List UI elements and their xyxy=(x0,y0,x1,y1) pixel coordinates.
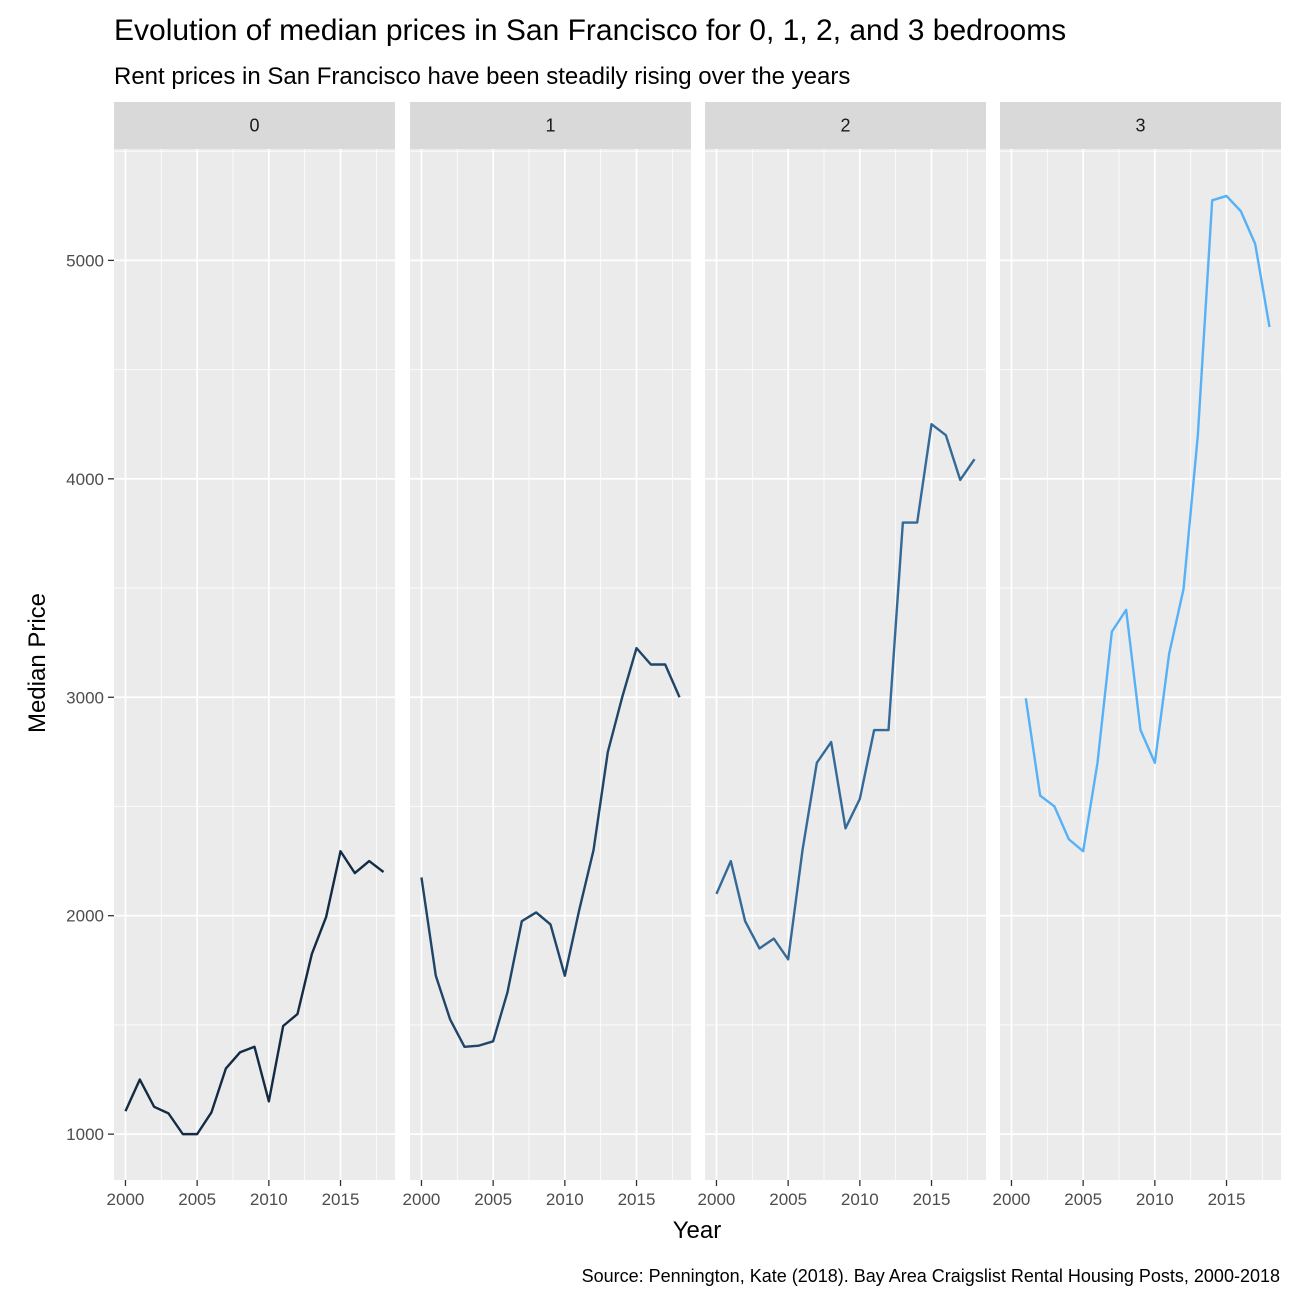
y-axis: 1000 2000 3000 4000 5000 xyxy=(66,251,114,1144)
x-tick-label: 2015 xyxy=(322,1190,360,1209)
facet-strip-label: 1 xyxy=(545,116,555,136)
x-tick-label: 2005 xyxy=(769,1190,807,1209)
chart-title: Evolution of median prices in San Franci… xyxy=(114,14,1066,47)
x-tick-label: 2015 xyxy=(618,1190,656,1209)
panel-background xyxy=(705,149,986,1180)
y-tick-label: 3000 xyxy=(66,688,104,707)
facet-panel-0: 0 2000 2005 2010 2015 xyxy=(107,102,395,1209)
facet-panel-3: 3 2000 2005 2010 2015 xyxy=(993,102,1281,1209)
y-tick-label: 1000 xyxy=(66,1125,104,1144)
x-tick-label: 2000 xyxy=(403,1190,441,1209)
x-tick-label: 2010 xyxy=(546,1190,584,1209)
panel-background xyxy=(410,149,691,1180)
facet-strip-label: 2 xyxy=(840,116,850,136)
x-tick-label: 2005 xyxy=(474,1190,512,1209)
panel-background xyxy=(1000,149,1281,1180)
x-tick-label: 2000 xyxy=(107,1190,145,1209)
facet-strip xyxy=(114,102,395,149)
chart-subtitle: Rent prices in San Francisco have been s… xyxy=(114,63,850,90)
x-tick-label: 2010 xyxy=(1136,1190,1174,1209)
x-tick-label: 2015 xyxy=(913,1190,951,1209)
x-tick-label: 2010 xyxy=(250,1190,288,1209)
facet-strip-label: 0 xyxy=(249,116,259,136)
x-tick-label: 2005 xyxy=(178,1190,216,1209)
y-tick-label: 5000 xyxy=(66,251,104,270)
series-line-0-bedrooms xyxy=(124,850,385,1136)
series-line-3-bedrooms xyxy=(1024,194,1271,853)
chart-caption: Source: Pennington, Kate (2018). Bay Are… xyxy=(582,1266,1280,1286)
panel-background xyxy=(114,149,395,1180)
x-tick-label: 2000 xyxy=(698,1190,736,1209)
facet-panel-2: 2 2000 2005 2010 2015 xyxy=(698,102,986,1209)
x-tick-label: 2000 xyxy=(993,1190,1031,1209)
facet-strip xyxy=(410,102,691,149)
y-axis-title: Median Price xyxy=(24,593,51,733)
facet-panel-1: 1 2000 2005 2010 2015 xyxy=(403,102,691,1209)
series-line-2-bedrooms xyxy=(715,423,976,961)
facet-strip-label: 3 xyxy=(1135,116,1145,136)
x-tick-label: 2005 xyxy=(1064,1190,1102,1209)
y-tick-label: 2000 xyxy=(66,907,104,926)
series-line-1-bedrooms xyxy=(420,646,681,1048)
x-axis-title: Year xyxy=(673,1217,722,1244)
x-tick-label: 2015 xyxy=(1208,1190,1246,1209)
facet-strip xyxy=(1000,102,1281,149)
x-tick-label: 2010 xyxy=(841,1190,879,1209)
y-tick-label: 4000 xyxy=(66,470,104,489)
facet-strip xyxy=(705,102,986,149)
